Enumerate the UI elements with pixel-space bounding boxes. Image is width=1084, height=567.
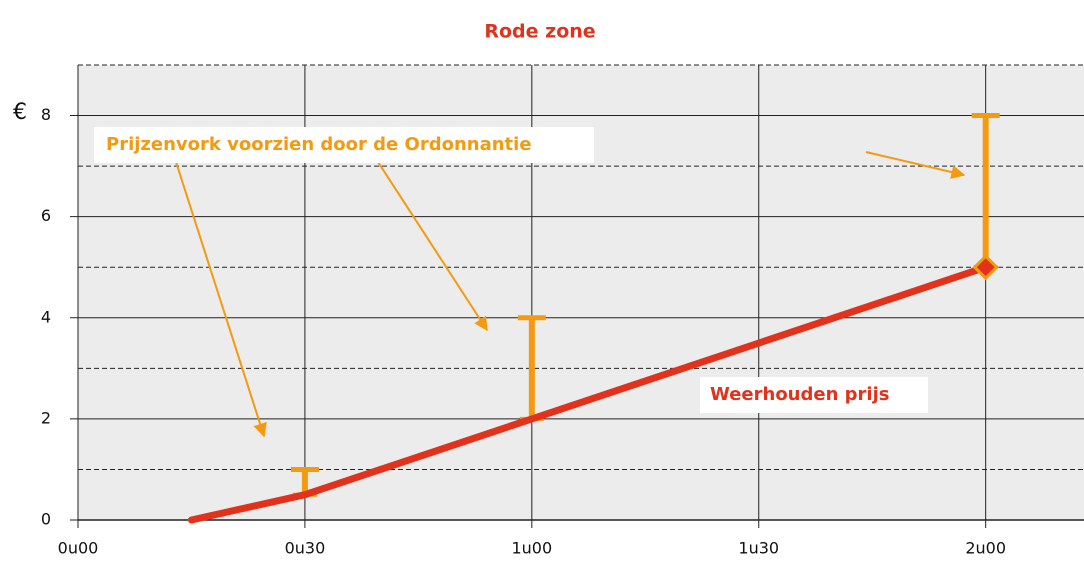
price-line — [187, 263, 990, 524]
y-tick-label: 6 — [41, 206, 51, 225]
arrow — [865, 151, 966, 179]
label-box — [700, 377, 928, 413]
marks — [187, 113, 1000, 524]
annotation-arrows — [175, 151, 966, 438]
label-box — [94, 127, 594, 163]
x-tick-label: 1u30 — [738, 539, 779, 558]
end-marker — [972, 254, 999, 281]
y-tick-label: 8 — [41, 105, 51, 124]
y-tick-label: 2 — [41, 408, 51, 427]
chart-title: Rode zone — [484, 21, 595, 43]
x-tick-label: 2u00 — [965, 539, 1006, 558]
y-tick-label: 0 — [41, 510, 51, 529]
x-tick-label: 0u00 — [58, 539, 99, 558]
arrow — [377, 161, 488, 332]
y-tick-label: 4 — [41, 307, 51, 326]
x-tick-label: 1u00 — [511, 539, 552, 558]
range-label: Prijzenvork voorzien door de Ordonnantie — [106, 134, 532, 155]
series-label: Weerhouden prijs — [710, 384, 890, 405]
x-tick-label: 0u30 — [285, 539, 326, 558]
y-unit: € — [13, 100, 27, 125]
arrow — [175, 161, 267, 438]
